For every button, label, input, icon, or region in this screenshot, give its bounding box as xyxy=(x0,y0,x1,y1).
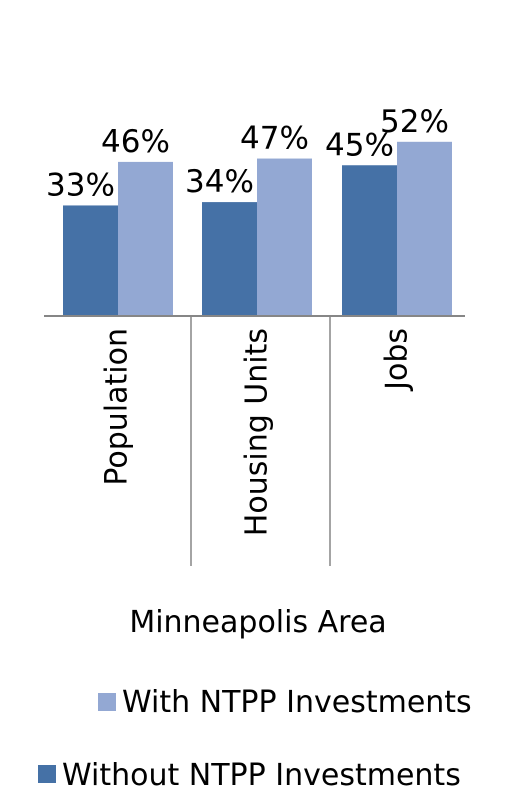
bar-population-without[interactable] xyxy=(63,205,118,316)
category-label-jobs: Jobs xyxy=(380,328,415,392)
data-label-jobs-without: 45% xyxy=(325,127,394,163)
legend-label-without: Without NTPP Investments xyxy=(62,758,461,793)
data-label-population-without: 33% xyxy=(46,167,115,203)
x-axis-title: Minneapolis Area xyxy=(129,605,386,640)
bars-layer xyxy=(63,141,452,316)
legend-item-with[interactable]: With NTPP Investments xyxy=(98,685,472,720)
category-label-housing-units: Housing Units xyxy=(240,328,275,536)
data-label-jobs-with: 52% xyxy=(380,104,449,140)
bar-jobs-with[interactable] xyxy=(397,141,452,316)
data-labels-layer: 33% 46% 34% 47% 45%52% xyxy=(46,104,449,204)
data-label-housing-units-with: 47% xyxy=(240,121,309,157)
legend-item-without[interactable]: Without NTPP Investments xyxy=(38,758,461,793)
legend-swatch-with xyxy=(98,693,116,711)
legend-label-with: With NTPP Investments xyxy=(122,685,472,720)
data-label-population-with: 46% xyxy=(101,124,170,160)
category-label-population: Population xyxy=(100,328,135,486)
category-labels: Population Housing Units Jobs xyxy=(100,328,415,536)
legend: With NTPP Investments Without NTPP Inves… xyxy=(38,685,472,793)
data-label-housing-units-without: 34% xyxy=(185,164,254,200)
bar-housing-units-with[interactable] xyxy=(257,158,312,316)
bar-jobs-without[interactable] xyxy=(342,165,397,316)
bar-housing-units-without[interactable] xyxy=(202,202,257,316)
bar-population-with[interactable] xyxy=(118,161,173,316)
legend-swatch-without xyxy=(38,765,56,783)
